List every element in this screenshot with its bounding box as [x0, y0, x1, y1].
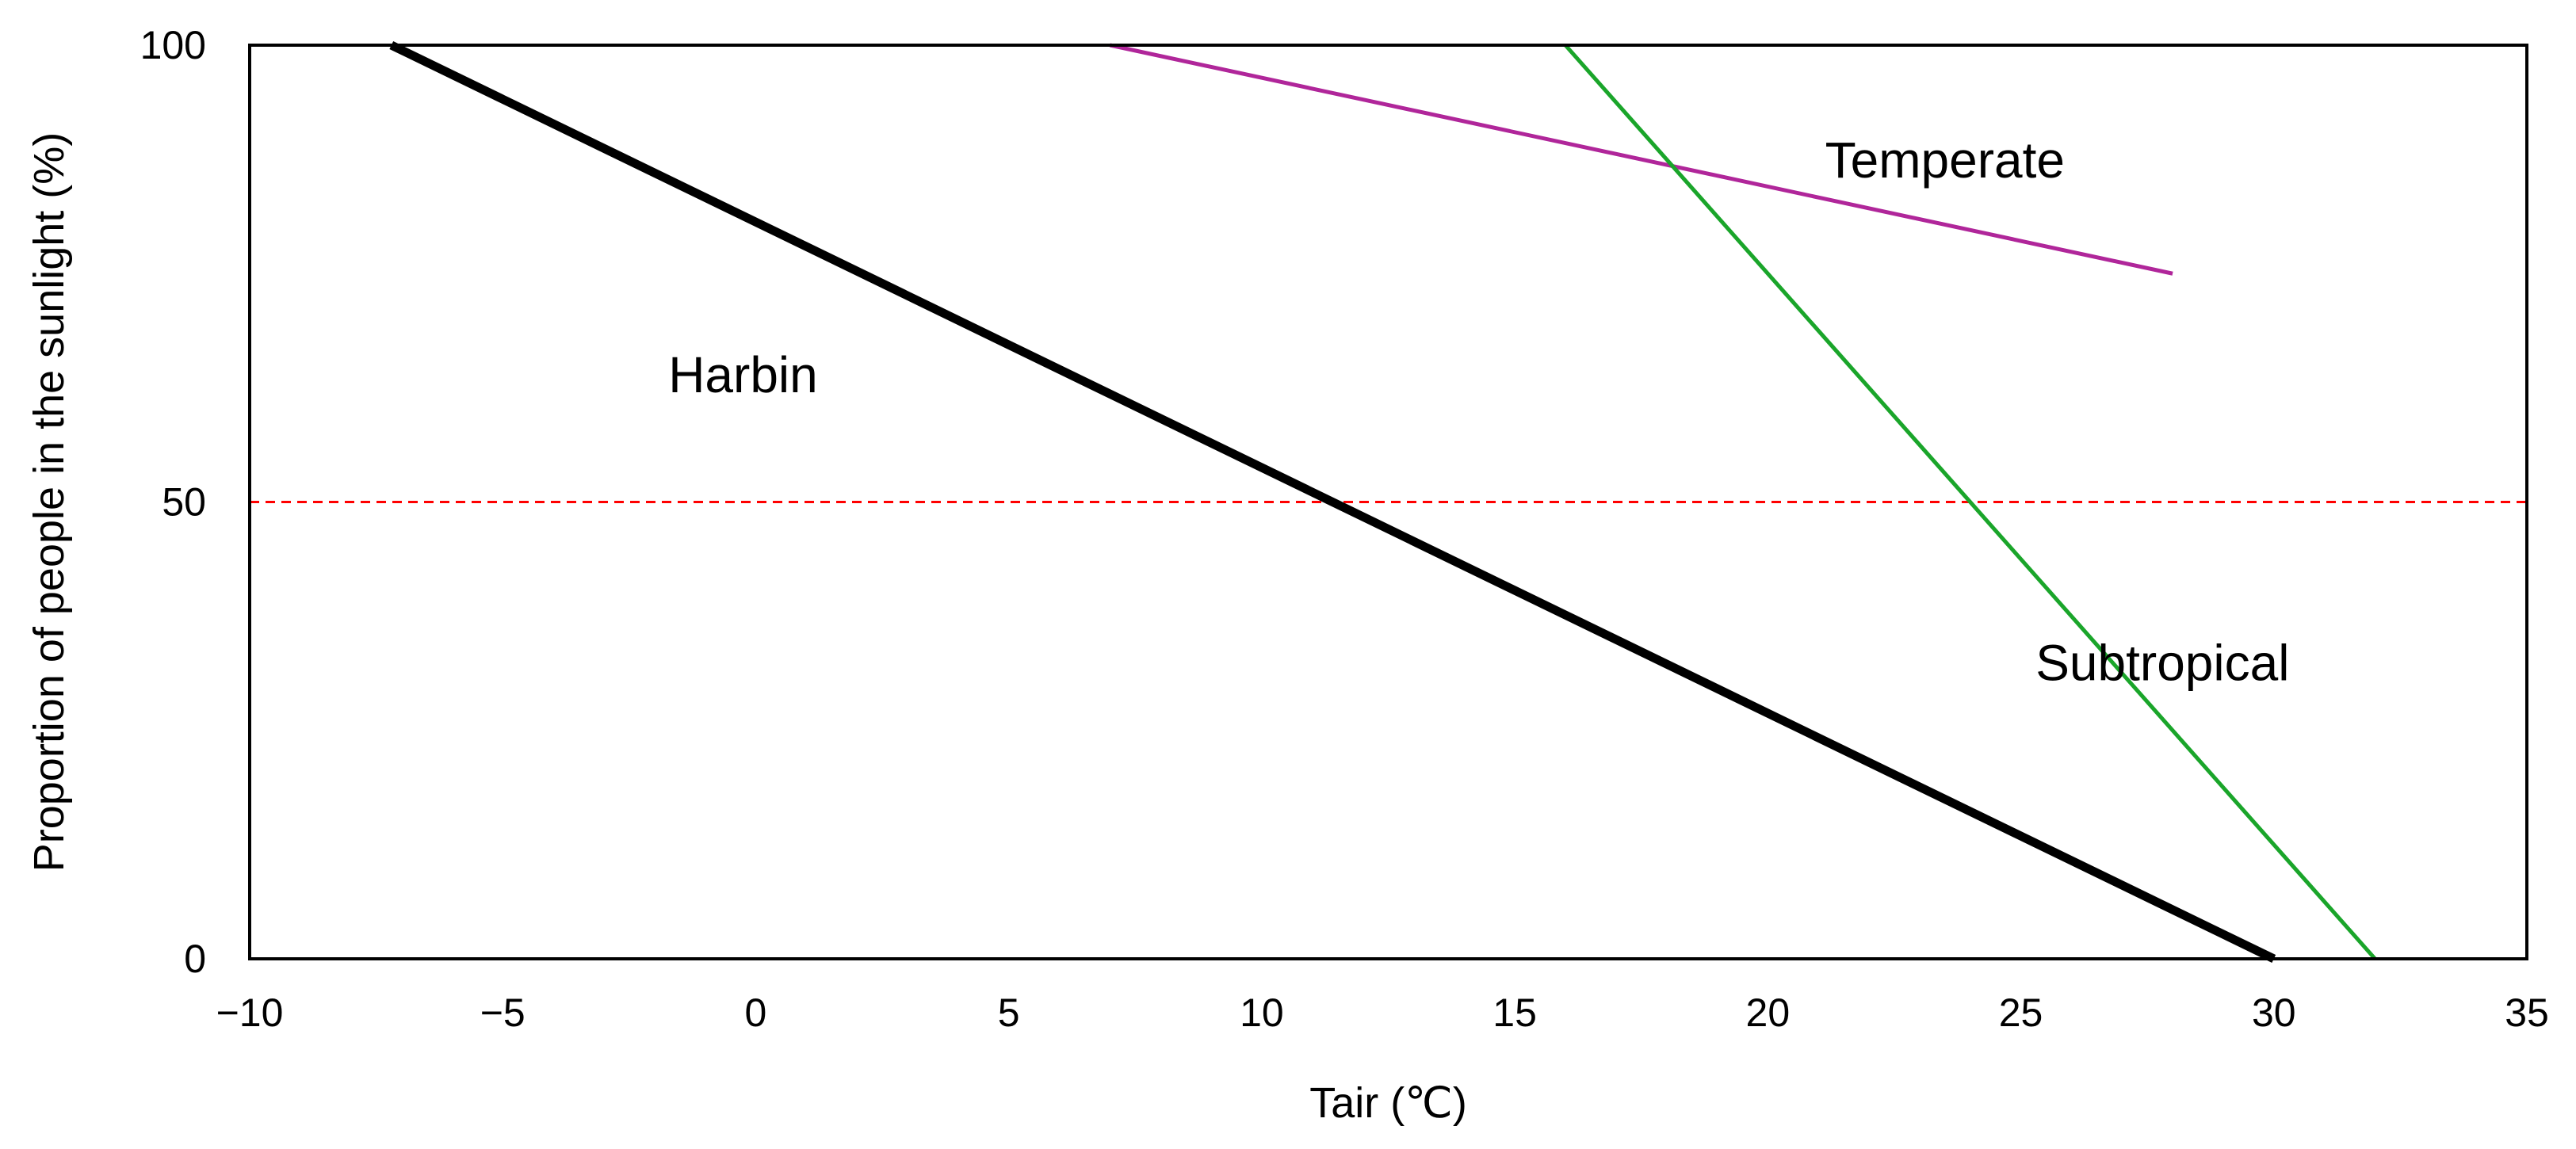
y-axis-ticks: 0 50 100 — [140, 23, 206, 981]
series-label-temperate: Temperate — [1825, 132, 2065, 189]
y-tick-label: 50 — [162, 480, 206, 525]
series-line-harbin — [389, 41, 2276, 963]
plot-area-frame — [248, 44, 2528, 960]
series-line-subtropical — [1564, 44, 2377, 960]
x-axis-title: Tair (℃) — [1309, 1079, 1467, 1127]
y-tick-label: 0 — [184, 937, 206, 981]
x-tick-label: 20 — [1746, 991, 1791, 1035]
series-label-harbin: Harbin — [668, 346, 818, 403]
x-tick-label: 0 — [745, 991, 767, 1035]
series-layer — [389, 41, 2377, 963]
y-axis-title: Proportion of people in the sunlight (%) — [25, 132, 73, 872]
x-tick-label: −10 — [216, 991, 284, 1035]
x-tick-label: −5 — [480, 991, 526, 1035]
x-axis-ticks: −10 −5 0 5 10 15 20 25 30 35 — [216, 991, 2549, 1035]
y-tick-label: 100 — [140, 23, 206, 67]
x-tick-label: 5 — [998, 991, 1020, 1035]
x-tick-label: 35 — [2505, 991, 2549, 1035]
series-line-temperate — [1109, 43, 2173, 276]
series-labels: Harbin Temperate Subtropical — [668, 132, 2289, 691]
series-label-subtropical: Subtropical — [2035, 634, 2289, 691]
x-tick-label: 25 — [1999, 991, 2043, 1035]
x-tick-label: 30 — [2252, 991, 2296, 1035]
x-tick-label: 15 — [1492, 991, 1537, 1035]
x-tick-label: 10 — [1240, 991, 1284, 1035]
